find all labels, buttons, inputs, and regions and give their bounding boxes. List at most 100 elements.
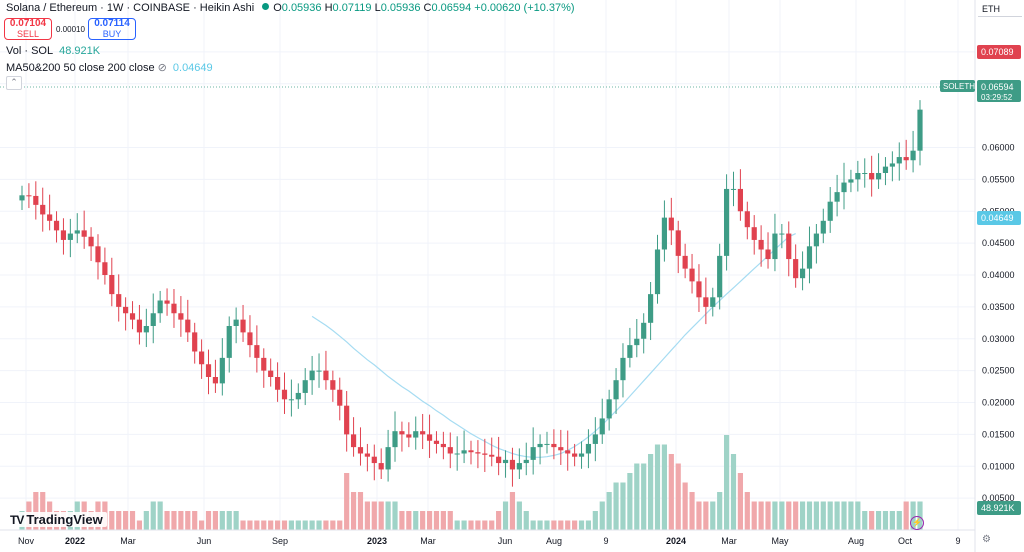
candle	[433, 431, 440, 454]
symbol-title[interactable]: Solana / Ethereum · 1W · COINBASE · Heik…	[6, 2, 255, 14]
tradingview-logo[interactable]: TV TradingView	[6, 512, 107, 527]
candle	[489, 437, 495, 467]
candle	[475, 440, 481, 469]
candle-body	[869, 173, 875, 180]
volume-bar	[268, 520, 274, 530]
eye-off-icon[interactable]: ⊘	[157, 62, 167, 74]
x-tick-label: Oct	[898, 536, 913, 546]
candle-body	[164, 300, 170, 304]
volume-bar	[364, 501, 370, 530]
candle	[599, 398, 605, 444]
y-tick-label: 0.04000	[982, 270, 1015, 280]
lightning-icon[interactable]: ⚡	[910, 516, 924, 530]
chevron-up-icon[interactable]: ⌃	[6, 76, 22, 90]
volume-bar	[302, 520, 308, 530]
candle	[302, 368, 308, 406]
sell-button[interactable]: 0.07104 SELL	[4, 18, 52, 40]
volume-bar	[392, 501, 398, 530]
candle-body	[67, 233, 73, 240]
volume-bar	[875, 511, 882, 530]
candle-body	[143, 326, 149, 333]
candle	[855, 160, 861, 192]
x-tick-label: Mar	[721, 536, 737, 546]
volume-bar	[185, 511, 191, 530]
volume-bar	[482, 520, 488, 530]
candle	[364, 443, 370, 472]
volume-bar	[606, 492, 612, 530]
candle-body	[758, 239, 764, 250]
volume-bar	[717, 492, 723, 530]
candle	[620, 343, 626, 398]
volume-bar	[537, 520, 543, 530]
ma-value: 0.04649	[172, 62, 213, 74]
candle-body	[641, 322, 647, 339]
candle-body	[682, 255, 688, 269]
candle	[454, 436, 460, 471]
candle-body	[302, 380, 308, 393]
volume-bar	[309, 520, 315, 530]
candle	[254, 325, 260, 373]
candle	[406, 422, 412, 448]
candle-body	[565, 450, 571, 454]
volume-bar	[689, 492, 695, 530]
x-tick-label: Nov	[18, 536, 35, 546]
volume-bar	[192, 511, 198, 530]
volume-axis-label-text: 48.921K	[981, 503, 1015, 513]
volume-legend[interactable]: Vol · SOL 48.921K	[6, 45, 100, 57]
gear-icon[interactable]: ⚙	[982, 534, 991, 545]
volume-bar	[730, 454, 737, 530]
candle-body	[703, 297, 709, 307]
volume-bar	[475, 520, 481, 530]
ma-legend[interactable]: MA50&200 50 close 200 close ⊘ 0.04649	[6, 61, 213, 74]
candle	[661, 200, 668, 262]
x-tick-label: Sep	[272, 536, 288, 546]
volume-bar	[820, 501, 826, 530]
volume-bar	[841, 501, 847, 530]
candle-body	[19, 195, 25, 201]
volume-bar	[592, 511, 598, 530]
candle-body	[192, 332, 198, 352]
candle	[710, 287, 716, 317]
candle-body	[889, 163, 895, 167]
volume-bar	[903, 501, 909, 530]
last-price-text: 0.06594	[981, 82, 1014, 92]
candle-body	[820, 220, 826, 234]
candle-body	[116, 294, 122, 307]
currency-selector[interactable]: ETH	[978, 2, 1022, 17]
candle-body	[330, 380, 336, 390]
volume-bar	[710, 501, 716, 530]
volume-bar	[744, 492, 750, 530]
volume-bar	[786, 501, 792, 530]
candle-body	[806, 246, 813, 269]
volume-bar	[143, 511, 149, 530]
volume-bar	[855, 501, 861, 530]
x-tick-label: Aug	[848, 536, 864, 546]
candle	[233, 307, 239, 344]
volume-bar	[109, 511, 115, 530]
candle	[544, 431, 550, 454]
candle	[820, 208, 826, 244]
candle	[793, 244, 799, 288]
volume-bar	[509, 492, 516, 530]
buy-button[interactable]: 0.07114 BUY	[88, 18, 136, 40]
candle-body	[323, 370, 329, 381]
volume-bar	[433, 511, 440, 530]
candle-body	[240, 319, 246, 333]
candle	[440, 431, 446, 460]
candle-body	[496, 456, 502, 464]
candle	[744, 201, 750, 240]
x-axis-ticks: Nov 2022 Mar Jun Sep 2023 Mar Jun Aug 9 2024 Mar May…	[18, 536, 961, 546]
candle-body	[855, 173, 861, 180]
candle-body	[482, 453, 488, 455]
volume-bar	[703, 501, 709, 530]
candle	[496, 436, 502, 476]
volume-bar	[489, 520, 495, 530]
candle	[551, 429, 557, 460]
candle	[834, 174, 840, 217]
candle-body	[136, 319, 143, 333]
candle-body	[530, 447, 536, 460]
volume-bar	[447, 511, 453, 530]
candle	[199, 339, 205, 379]
candle	[482, 438, 488, 472]
